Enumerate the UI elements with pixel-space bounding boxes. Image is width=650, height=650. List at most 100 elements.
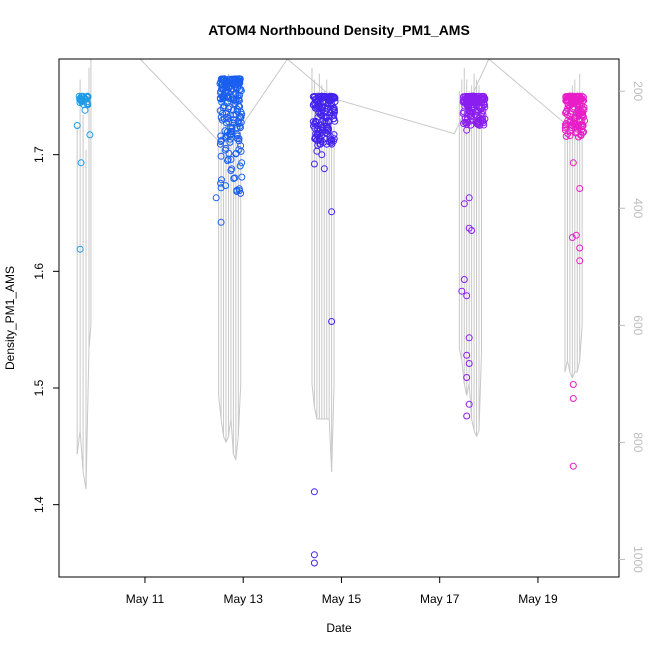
data-point: [323, 122, 331, 130]
altitude-profile-segment: [313, 407, 318, 420]
data-point: [223, 113, 231, 121]
altitude-profile-segment: [223, 436, 227, 443]
data-point: [309, 101, 317, 109]
data-point-outlier: [86, 131, 94, 139]
secondary-y-tick-label: 800: [631, 432, 645, 452]
data-point-outlier: [572, 231, 580, 239]
data-point-outlier: [460, 276, 468, 283]
data-point: [231, 174, 239, 182]
data-point: [563, 105, 571, 113]
data-point: [238, 173, 246, 181]
data-point-outlier: [463, 374, 471, 381]
data-point: [315, 128, 323, 135]
data-point: [311, 133, 319, 141]
data-point: [237, 119, 245, 127]
data-point: [224, 157, 231, 165]
data-point: [237, 147, 245, 155]
altitude-profile-segment: [232, 453, 237, 461]
data-point: [566, 118, 574, 126]
altitude-profile-segment: [79, 430, 84, 472]
data-point-outlier: [73, 122, 81, 129]
altitude-profile-segment: [466, 383, 470, 396]
altitude-profile-layer: [76, 59, 583, 490]
data-point: [459, 96, 467, 104]
data-point-outlier: [328, 318, 336, 325]
data-point: [481, 103, 489, 111]
altitude-profile-segment: [576, 360, 581, 373]
data-point: [217, 138, 225, 145]
data-point: [237, 113, 245, 121]
data-point: [236, 112, 244, 120]
data-point: [327, 139, 335, 147]
data-point: [238, 110, 246, 118]
data-point-outlier: [569, 159, 577, 167]
plot-frame: [58, 58, 620, 578]
data-point: [227, 167, 235, 174]
data-point: [218, 136, 226, 144]
data-point-outlier: [576, 185, 584, 192]
data-point: [461, 102, 469, 110]
data-point: [217, 152, 225, 160]
data-point: [561, 126, 569, 134]
data-point-outlier: [328, 208, 336, 216]
y-axis: 1.4 1.5 1.6 1.7: [32, 146, 59, 513]
data-point: [322, 108, 330, 115]
data-point: [568, 97, 576, 105]
y-axis-label: Density_PM1_AMS: [3, 266, 17, 370]
data-point: [224, 79, 232, 87]
data-point: [478, 117, 486, 125]
data-point-outlier: [463, 412, 471, 420]
data-point: [230, 119, 238, 127]
altitude-profile-segment: [237, 383, 242, 437]
data-point-outlier: [569, 381, 577, 388]
altitude-profile-segment: [458, 348, 463, 361]
x-tick-label: May 17: [420, 592, 460, 606]
data-point: [221, 88, 229, 95]
data-point: [230, 111, 238, 119]
data-point: [319, 128, 327, 136]
data-point: [320, 92, 328, 100]
data-point: [235, 135, 243, 143]
altitude-profile-segment: [463, 383, 468, 396]
x-tick-label: May 15: [322, 592, 362, 606]
data-point: [229, 106, 237, 114]
data-point-outlier: [465, 400, 473, 408]
data-point: [579, 97, 587, 105]
x-axis-label: Date: [326, 621, 352, 635]
data-point-outlier: [465, 360, 473, 367]
data-point-outlier: [468, 227, 476, 234]
data-point-outlier: [310, 160, 318, 168]
data-point-outlier: [465, 194, 473, 202]
data-point: [575, 123, 583, 131]
data-point-outlier: [465, 224, 473, 232]
altitude-profile-segment: [473, 430, 478, 437]
data-point: [235, 95, 243, 102]
secondary-y-axis: 200 400 600 800 1000: [619, 81, 645, 573]
data-point: [238, 159, 246, 167]
data-point: [318, 92, 326, 100]
data-point-outlier: [310, 551, 318, 559]
data-point: [574, 108, 582, 116]
altitude-profile-segment: [230, 418, 234, 455]
data-point: [228, 75, 236, 83]
data-point-outlier: [318, 151, 326, 159]
data-point-outlier: [569, 462, 577, 470]
data-point: [571, 114, 579, 122]
data-point-outlier: [77, 159, 85, 167]
y-tick-label: 1.5: [32, 379, 46, 396]
x-tick-label: May 13: [224, 592, 264, 606]
data-point-outlier: [458, 287, 466, 295]
data-point-outlier: [313, 147, 321, 155]
data-point-outlier: [212, 194, 220, 202]
altitude-profile-segment: [225, 436, 229, 443]
secondary-y-tick-label: 600: [631, 315, 645, 335]
data-point-outlier: [310, 488, 318, 496]
secondary-y-tick-label: 1000: [631, 546, 645, 573]
data-point: [225, 75, 233, 83]
data-point: [218, 176, 225, 184]
altitude-profile-segment: [82, 471, 87, 490]
x-tick-label: May 19: [518, 592, 558, 606]
data-point: [461, 114, 469, 122]
altitude-profile-segment: [478, 354, 482, 431]
data-point: [468, 115, 476, 123]
